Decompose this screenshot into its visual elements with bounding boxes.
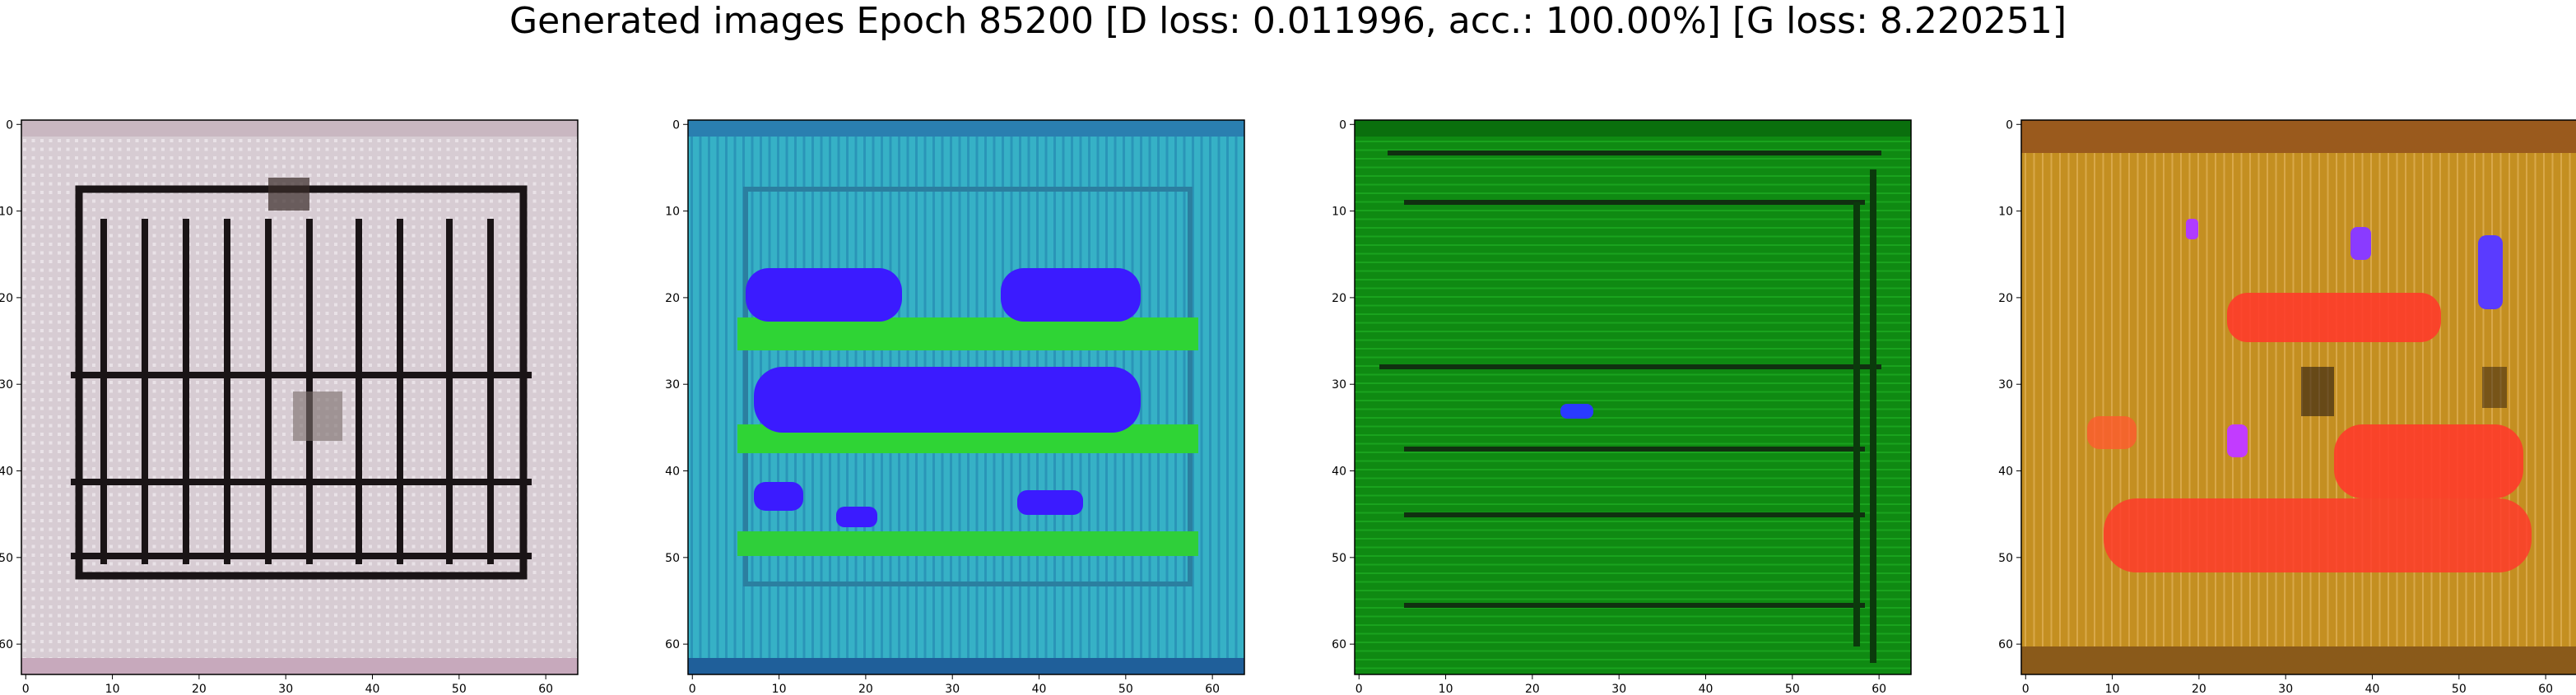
x-tick-label: 40 bbox=[2365, 683, 2380, 695]
y-tick-label: 0 bbox=[1339, 118, 1346, 132]
y-tick-label: 40 bbox=[665, 466, 680, 479]
y-tick-label: 10 bbox=[1332, 206, 1346, 219]
x-tick-label: 30 bbox=[2278, 683, 2293, 695]
x-tick-label: 0 bbox=[22, 683, 30, 695]
x-tick-label: 50 bbox=[1118, 683, 1133, 695]
y-tick-label: 30 bbox=[1332, 378, 1346, 392]
x-tick-label: 50 bbox=[2452, 683, 2467, 695]
x-tick-label: 60 bbox=[1205, 683, 1220, 695]
x-tick-label: 10 bbox=[1439, 683, 1453, 695]
y-tick-label: 20 bbox=[0, 292, 13, 305]
y-tick-label: 60 bbox=[665, 638, 680, 651]
generated-image-panel-4: 0 10 20 30 40 50 60 0 10 20 30 40 50 60 bbox=[1998, 118, 2576, 695]
y-tick-label: 40 bbox=[1332, 466, 1346, 479]
y-axis-3: 0 10 20 30 40 50 60 bbox=[1332, 118, 1355, 651]
x-tick-label: 20 bbox=[858, 683, 873, 695]
y-tick-label: 10 bbox=[665, 206, 680, 219]
y-axis-4: 0 10 20 30 40 50 60 bbox=[1998, 118, 2021, 651]
image-axes-3: 0 10 20 30 40 50 60 0 10 20 30 40 50 60 bbox=[1332, 118, 1912, 695]
y-tick-label: 10 bbox=[1998, 206, 2013, 219]
x-tick-label: 50 bbox=[452, 683, 467, 695]
x-tick-label: 10 bbox=[105, 683, 120, 695]
y-tick-label: 0 bbox=[672, 118, 680, 132]
y-axis-1: 0 10 20 30 40 50 60 bbox=[0, 118, 21, 651]
y-tick-label: 20 bbox=[665, 292, 680, 305]
x-tick-label: 60 bbox=[2538, 683, 2553, 695]
x-tick-label: 0 bbox=[2022, 683, 2030, 695]
y-tick-label: 50 bbox=[1998, 552, 2013, 565]
image-axes-2: 0 10 20 30 40 50 60 0 10 20 30 40 50 60 bbox=[665, 118, 1245, 695]
y-tick-label: 40 bbox=[0, 466, 13, 479]
x-tick-label: 20 bbox=[2192, 683, 2206, 695]
generated-image-panel-3: 0 10 20 30 40 50 60 0 10 20 30 40 50 60 bbox=[1332, 118, 1912, 695]
x-tick-label: 40 bbox=[1699, 683, 1713, 695]
y-tick-label: 30 bbox=[665, 378, 680, 392]
x-tick-label: 60 bbox=[1872, 683, 1886, 695]
image-axes-4: 0 10 20 30 40 50 60 0 10 20 30 40 50 60 bbox=[1998, 118, 2576, 695]
x-tick-label: 20 bbox=[1525, 683, 1540, 695]
x-tick-label: 10 bbox=[772, 683, 787, 695]
x-axis-1: 0 10 20 30 40 50 60 bbox=[22, 674, 553, 695]
x-tick-label: 10 bbox=[2105, 683, 2120, 695]
y-tick-label: 0 bbox=[2006, 118, 2013, 132]
y-tick-label: 50 bbox=[1332, 552, 1346, 565]
y-tick-label: 10 bbox=[0, 206, 13, 219]
x-tick-label: 30 bbox=[278, 683, 293, 695]
x-tick-label: 40 bbox=[365, 683, 380, 695]
y-tick-label: 40 bbox=[1998, 466, 2013, 479]
x-tick-label: 50 bbox=[1785, 683, 1800, 695]
y-tick-label: 20 bbox=[1998, 292, 2013, 305]
generated-image-panel-1: 0 10 20 30 40 50 60 0 10 20 30 40 50 60 bbox=[0, 118, 579, 695]
y-tick-label: 50 bbox=[665, 552, 680, 565]
y-tick-label: 20 bbox=[1332, 292, 1346, 305]
y-tick-label: 60 bbox=[1998, 638, 2013, 651]
y-axis-2: 0 10 20 30 40 50 60 bbox=[665, 118, 688, 651]
y-tick-label: 0 bbox=[6, 118, 13, 132]
y-tick-label: 30 bbox=[0, 378, 13, 392]
x-axis-3: 0 10 20 30 40 50 60 bbox=[1355, 674, 1886, 695]
x-tick-label: 40 bbox=[1032, 683, 1047, 695]
generated-image-panel-2: 0 10 20 30 40 50 60 0 10 20 30 40 50 60 bbox=[665, 118, 1245, 695]
x-tick-label: 30 bbox=[945, 683, 960, 695]
image-axes-1: 0 10 20 30 40 50 60 0 10 20 30 40 50 60 bbox=[0, 118, 579, 695]
x-axis-4: 0 10 20 30 40 50 60 bbox=[2022, 674, 2553, 695]
image-3-pixels bbox=[1355, 120, 1911, 674]
y-tick-label: 50 bbox=[0, 552, 13, 565]
figure-title: Generated images Epoch 85200 [D loss: 0.… bbox=[509, 0, 2067, 42]
y-tick-label: 60 bbox=[1332, 638, 1346, 651]
x-tick-label: 20 bbox=[192, 683, 207, 695]
y-tick-label: 60 bbox=[0, 638, 13, 651]
y-tick-label: 30 bbox=[1998, 378, 2013, 392]
x-tick-label: 0 bbox=[689, 683, 696, 695]
x-tick-label: 60 bbox=[538, 683, 553, 695]
x-tick-label: 30 bbox=[1611, 683, 1626, 695]
x-axis-2: 0 10 20 30 40 50 60 bbox=[689, 674, 1220, 695]
x-tick-label: 0 bbox=[1355, 683, 1363, 695]
